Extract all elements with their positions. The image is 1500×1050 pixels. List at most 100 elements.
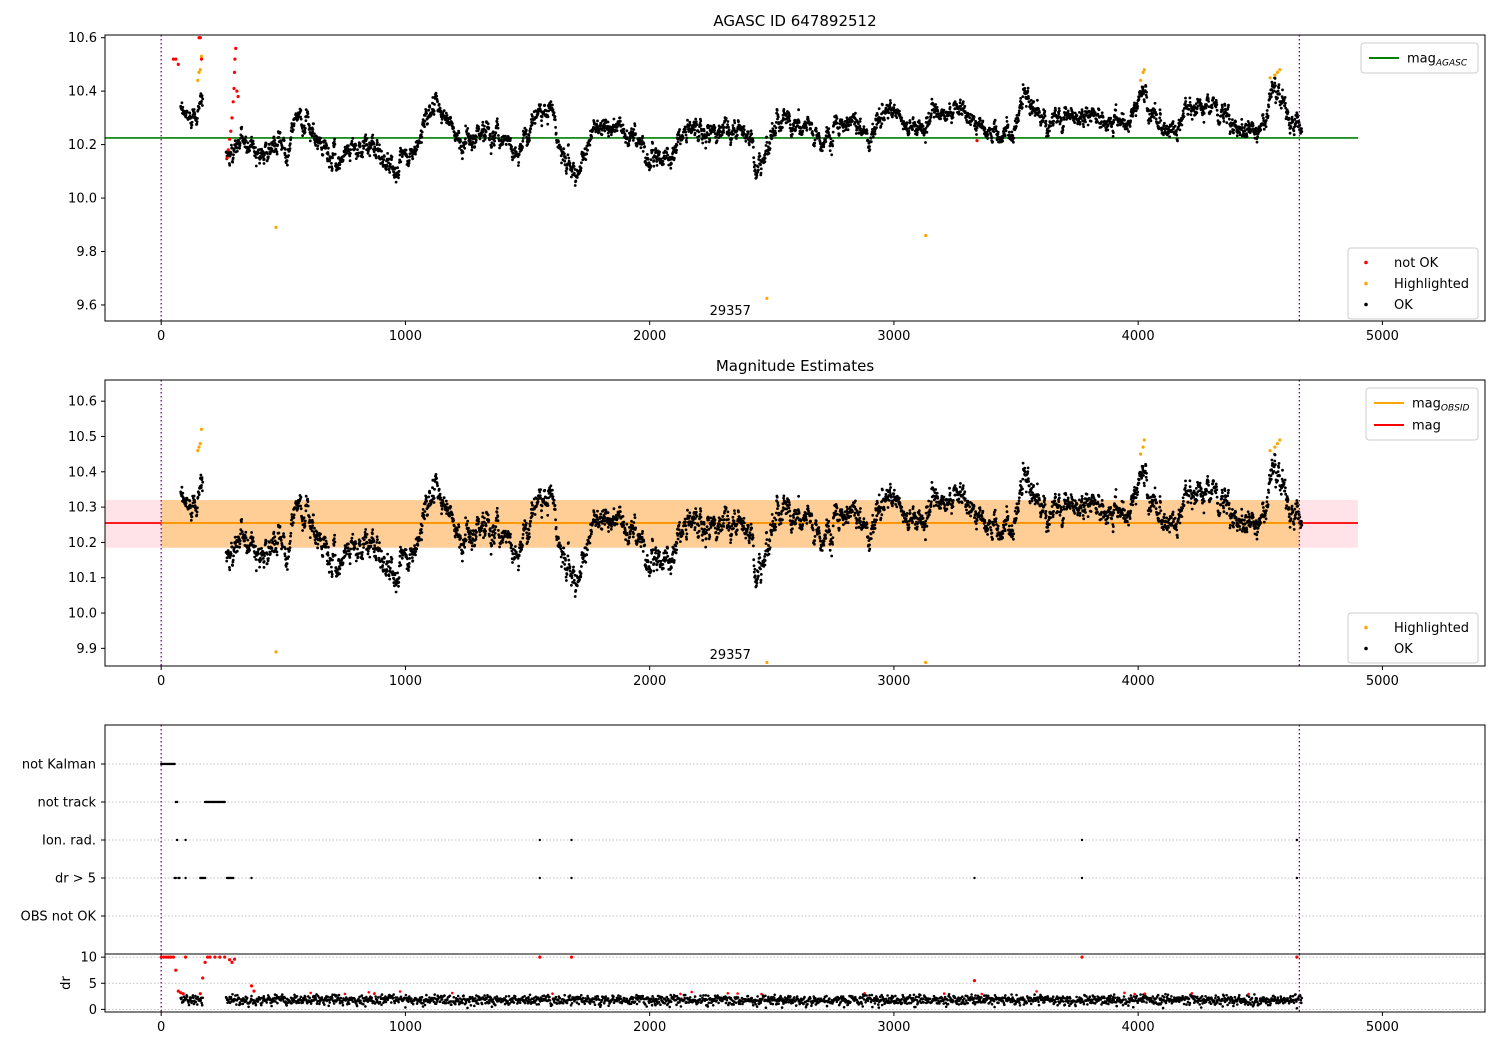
ok-point xyxy=(495,117,499,121)
ok-point xyxy=(749,129,753,133)
ok-point xyxy=(648,168,651,172)
ok-point xyxy=(372,141,376,145)
ok-point xyxy=(859,117,862,121)
ok-point xyxy=(354,542,358,545)
ok-point xyxy=(192,494,196,498)
ok-point xyxy=(494,131,498,135)
ok-point xyxy=(327,165,331,169)
ok-point xyxy=(331,558,334,562)
ok-point xyxy=(188,111,192,115)
ok-point xyxy=(779,128,783,132)
ok-point xyxy=(1222,120,1226,123)
ok-point xyxy=(410,147,413,151)
ok-point xyxy=(410,547,413,551)
ok-point xyxy=(546,115,550,119)
not-ok-point xyxy=(198,36,202,40)
ok-point xyxy=(1145,90,1148,94)
ok-point xyxy=(493,133,497,137)
ok-point xyxy=(936,109,940,113)
ok-point xyxy=(231,156,235,160)
ok-point xyxy=(380,155,384,159)
ok-point xyxy=(394,180,398,184)
ok-point xyxy=(791,132,794,136)
ok-point xyxy=(1027,97,1030,100)
ok-point xyxy=(539,488,542,491)
ok-point xyxy=(273,139,277,142)
ok-point xyxy=(797,121,801,124)
ok-point xyxy=(282,532,285,536)
ok-point xyxy=(229,552,233,556)
ok-point xyxy=(1265,109,1269,112)
legend-marker-swatch xyxy=(1364,302,1368,307)
ok-point xyxy=(266,552,269,556)
ok-point xyxy=(1064,107,1068,110)
ok-point xyxy=(524,521,528,525)
ok-point xyxy=(768,147,772,150)
ok-point xyxy=(311,127,315,131)
ok-point xyxy=(759,163,762,167)
ok-point xyxy=(192,108,196,111)
ok-point xyxy=(368,555,372,559)
ok-point xyxy=(446,116,450,120)
ok-point xyxy=(1273,81,1277,85)
ok-point xyxy=(399,160,403,164)
ok-point xyxy=(278,525,282,528)
ok-point xyxy=(184,113,188,117)
ok-point xyxy=(951,116,955,119)
ok-point xyxy=(1234,120,1237,124)
ok-point xyxy=(463,533,467,537)
ok-point xyxy=(1212,96,1215,100)
ok-point xyxy=(267,155,270,159)
ok-point xyxy=(423,510,427,513)
ok-point xyxy=(470,145,474,149)
ok-point xyxy=(514,545,517,548)
ok-point xyxy=(911,127,914,131)
ok-point xyxy=(251,139,255,143)
ok-point xyxy=(957,110,961,114)
ok-point xyxy=(722,126,726,129)
ok-point xyxy=(279,141,283,145)
ok-point xyxy=(1136,105,1140,108)
ok-point xyxy=(721,123,725,127)
ok-point xyxy=(399,545,402,549)
ok-point xyxy=(996,130,1000,134)
ok-point xyxy=(254,156,258,159)
ok-point xyxy=(362,538,366,542)
ok-point xyxy=(1215,103,1219,106)
ok-point xyxy=(625,129,629,133)
ok-point xyxy=(1149,119,1153,123)
ok-point xyxy=(1171,120,1175,123)
ok-point xyxy=(905,121,909,124)
ok-point xyxy=(1286,110,1290,114)
ok-point xyxy=(1225,121,1229,125)
ok-point xyxy=(686,118,689,122)
ok-point xyxy=(284,547,287,551)
ok-point xyxy=(622,127,626,131)
ok-point xyxy=(332,537,336,541)
ok-point xyxy=(1141,85,1145,89)
ok-point xyxy=(493,139,496,143)
ok-point xyxy=(321,153,325,157)
ok-point xyxy=(1189,103,1193,107)
ok-point xyxy=(414,152,417,156)
ok-point xyxy=(330,167,334,171)
ok-point xyxy=(1274,84,1277,88)
ok-point xyxy=(684,127,687,131)
ok-point xyxy=(396,166,399,170)
ok-point xyxy=(349,552,352,556)
ok-point xyxy=(482,536,485,540)
ok-point xyxy=(299,495,303,499)
ok-point xyxy=(188,499,192,503)
ok-point xyxy=(1181,109,1185,113)
ok-point xyxy=(1026,86,1030,90)
ok-point xyxy=(444,499,448,503)
ok-point xyxy=(312,122,315,126)
ok-point xyxy=(306,112,310,116)
ok-point xyxy=(652,164,656,168)
highlighted-point xyxy=(1275,70,1279,74)
ok-point xyxy=(531,503,534,507)
ok-point xyxy=(373,544,377,547)
ok-point xyxy=(270,546,274,550)
ok-point xyxy=(231,558,235,562)
ok-point xyxy=(425,499,428,503)
